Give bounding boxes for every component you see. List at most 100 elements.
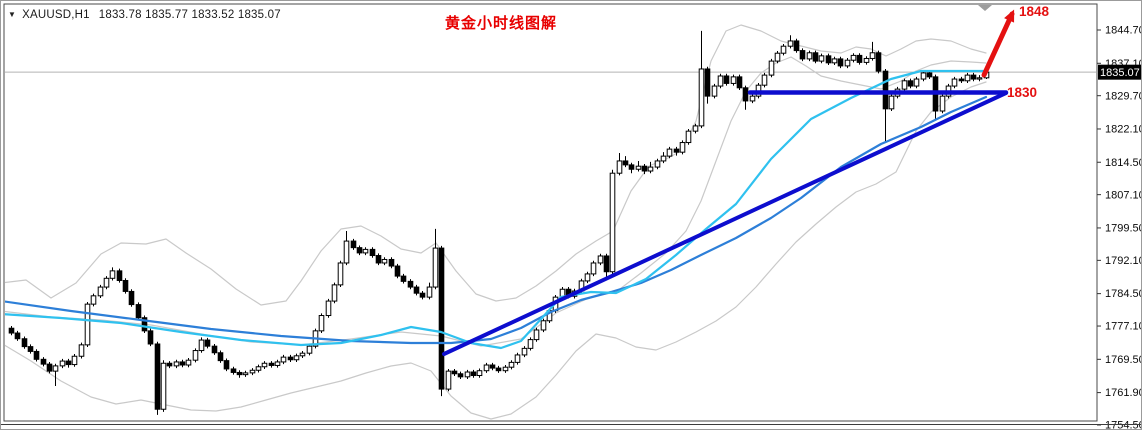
candle-body-bull	[198, 339, 205, 352]
candle-body-bull	[299, 352, 306, 357]
axis-tick-label: 1822.10	[1105, 124, 1142, 136]
support-price-label[interactable]: 1830	[1007, 85, 1038, 100]
projection-arrow[interactable]	[981, 9, 1015, 78]
candle-body-bear	[122, 279, 129, 292]
candle-body-bear	[40, 358, 47, 365]
candle-body-bear	[926, 72, 933, 78]
bollinger-bands	[5, 24, 987, 420]
candle-body-bull	[901, 80, 908, 90]
candle-body-bull	[976, 77, 983, 80]
candle-body-bull	[647, 166, 654, 172]
candle-body-bear	[457, 373, 464, 378]
candle-body-bull	[381, 258, 388, 264]
candle-body-bear	[375, 255, 382, 264]
candle-body-bear	[793, 40, 800, 52]
candle-body-bull	[768, 60, 775, 76]
price-axis[interactable]: 1844.701837.101829.701822.101814.501807.…	[1097, 25, 1142, 430]
candle-body-bull	[850, 54, 857, 61]
candle-body-bear	[230, 368, 237, 373]
candle-body-bear	[33, 350, 40, 360]
candle-body-bull	[160, 362, 167, 410]
candle-body-bull	[426, 286, 433, 298]
candle-body-bear	[970, 74, 977, 80]
candle-body-bull	[717, 75, 724, 87]
candle-body-bear	[419, 292, 426, 298]
arrow-head-icon	[1004, 9, 1015, 23]
axis-tick-label: 1807.10	[1105, 189, 1142, 201]
plot-contents	[5, 9, 1096, 420]
candle-body-bear	[799, 50, 806, 60]
candle-body-bull	[787, 40, 794, 47]
candle-body-bear	[65, 360, 72, 366]
candle-body-bear	[628, 164, 635, 170]
candle-body-bear	[413, 286, 420, 294]
candle-body-bull	[331, 284, 338, 302]
candle-body-bear	[147, 330, 154, 345]
ohlc-values-label: 1833.78 1835.77 1833.52 1835.07	[98, 9, 281, 21]
candle-body-bear	[495, 367, 502, 372]
candle-body-bear	[407, 280, 414, 288]
candle-body-bear	[217, 352, 224, 362]
candle-body-bull	[521, 347, 528, 356]
window-menu-icon[interactable]: ▼	[8, 10, 17, 19]
candle-body-bull	[109, 270, 116, 279]
candle-body-bull	[863, 57, 870, 63]
candle-body-bull	[533, 329, 540, 341]
candle-body-bull	[261, 362, 268, 368]
candle-body-bear	[179, 361, 186, 366]
axis-tick-label: 1799.50	[1105, 223, 1142, 235]
candle-body-bull	[249, 369, 256, 374]
candle-body-bull	[584, 273, 591, 282]
candle-body-bull	[666, 148, 673, 157]
candle-body-bear	[27, 346, 34, 352]
candle-body-bear	[21, 338, 28, 348]
chart-shift-marker-icon[interactable]	[978, 5, 992, 11]
candle-body-bear	[400, 275, 407, 282]
candle-body-bull	[483, 364, 490, 372]
candle-body-bull	[84, 303, 91, 346]
candle-body-bull	[609, 172, 616, 273]
candle-body-bull	[692, 125, 699, 132]
candle-body-bear	[204, 339, 211, 347]
chart-symbol-line[interactable]: ▼ XAUUSD,H1 1833.78 1835.77 1833.52 1835…	[8, 7, 281, 23]
candle-body-bear	[825, 55, 832, 64]
axis-tick-label: 1761.90	[1105, 387, 1142, 399]
candle-body-bull	[337, 262, 344, 286]
candle-body-bear	[907, 80, 914, 87]
candle-body-bear	[14, 332, 21, 340]
candle-body-bull	[597, 255, 604, 264]
candle-body-bear	[116, 270, 123, 281]
candle-body-bull	[660, 155, 667, 162]
candle-body-bull	[831, 58, 838, 64]
ascending-trendline[interactable]	[442, 91, 1008, 356]
candle-body-bull	[78, 344, 85, 357]
candle-body-bear	[958, 78, 965, 82]
candle-body-bull	[325, 300, 332, 317]
candle-body-bull	[306, 345, 313, 354]
candle-body-bear	[369, 248, 376, 257]
candle-body-bear	[704, 68, 711, 97]
trend-drawings[interactable]	[442, 90, 1009, 356]
candle-body-bear	[223, 360, 230, 370]
candle-body-bull	[920, 72, 927, 80]
candle-body-bull	[774, 52, 781, 62]
target-price-label[interactable]: 1848	[1019, 4, 1050, 19]
moving-averages	[5, 69, 988, 350]
candle-body-bear	[837, 58, 844, 67]
candle-body-bull	[749, 95, 756, 102]
axis-tick-label: 1814.50	[1105, 157, 1142, 169]
candle-body-bull	[780, 45, 787, 54]
candle-body-bear	[723, 75, 730, 84]
arrow-shaft	[981, 11, 1015, 78]
candle-body-bear	[135, 304, 142, 319]
candle-body-bear	[128, 290, 135, 306]
candle-body-bull	[502, 366, 509, 372]
candle-body-bull	[242, 372, 249, 376]
candle-body-bear	[394, 265, 401, 277]
plot-frame	[3, 3, 1098, 422]
candle-body-bull	[508, 361, 515, 368]
candle-body-bear	[211, 345, 218, 354]
candle-body-bear	[287, 356, 294, 361]
